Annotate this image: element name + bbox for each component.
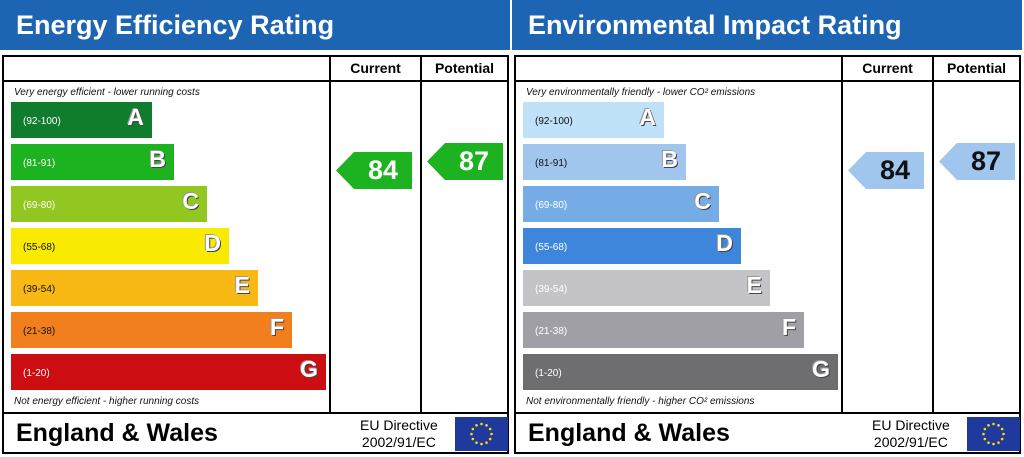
rating-table: Current Potential Very environmentally fri… (514, 55, 1021, 454)
potential-column-divider (932, 57, 934, 412)
band-letter: F (269, 314, 284, 340)
band-range: (92-100) (535, 116, 573, 127)
region-label: England & Wales (528, 419, 730, 447)
band-letter: E (746, 272, 762, 298)
bottom-note: Not energy efficient - higher running co… (14, 396, 200, 407)
column-header-current: Current (350, 60, 401, 76)
potential-rating-arrow: 87 (939, 143, 1015, 180)
environmental-impact-panel: Environmental Impact Rating Current Potent… (512, 0, 1024, 457)
current-column-divider (841, 57, 843, 412)
column-header-potential: Potential (434, 60, 495, 76)
band-bar-c: (69-80) C (523, 186, 719, 222)
current-arrow-shape (336, 152, 412, 189)
bottom-note: Not environmentally friendly - higher CO… (526, 396, 755, 407)
footer-divider (4, 412, 507, 414)
directive-line-2: 2002/91/EC (873, 434, 948, 450)
directive-line-1: EU Directive (872, 417, 950, 433)
band-bar-c: (69-80) C (11, 186, 207, 222)
band-letter: G (300, 356, 318, 382)
band-range: (39-54) (23, 284, 56, 295)
potential-arrow-shape (939, 143, 1015, 180)
directive-line-1: EU Directive (360, 417, 438, 433)
band-letter: D (204, 230, 221, 256)
potential-rating-arrow: 87 (427, 143, 503, 180)
band-letter: C (182, 188, 199, 214)
band-bar-g: (1-20) G (523, 354, 838, 390)
band-bar-d: (55-68) D (523, 228, 741, 264)
column-header-current: Current (862, 60, 913, 76)
top-note: Very energy efficient - lower running co… (14, 87, 200, 98)
band-range: (1-20) (535, 368, 562, 379)
current-rating-value: 84 (879, 155, 911, 185)
band-range: (69-80) (23, 200, 56, 211)
current-rating-arrow: 84 (848, 152, 924, 189)
band-bar-d: (55-68) D (11, 228, 229, 264)
header-divider (516, 80, 1019, 82)
band-letter: A (127, 104, 144, 130)
band-letter: E (234, 272, 250, 298)
band-letter: G (812, 356, 830, 382)
potential-column-divider (420, 57, 422, 412)
chart-title: Environmental Impact Rating (512, 0, 1022, 50)
band-bar-b: (81-91) B (523, 144, 686, 180)
footer-divider (516, 412, 1019, 414)
band-range: (21-38) (535, 326, 568, 337)
current-rating-arrow: 84 (336, 152, 412, 189)
band-range: (1-20) (23, 368, 50, 379)
directive-line-2: 2002/91/EC (361, 434, 436, 450)
potential-rating-value: 87 (458, 146, 490, 176)
band-bar-e: (39-54) E (11, 270, 258, 306)
band-letter: F (781, 314, 796, 340)
top-note: Very environmentally friendly - lower CO… (526, 87, 756, 98)
energy-efficiency-panel: Energy Efficiency Rating Current Potential… (0, 0, 510, 454)
band-range: (21-38) (23, 326, 56, 337)
eu-directive: EU Directive 2002/91/EC (360, 417, 438, 451)
potential-arrow-shape (427, 143, 503, 180)
rating-table: Current Potential Very energy efficient - … (2, 55, 509, 454)
band-range: (92-100) (23, 116, 61, 127)
eu-flag-icon (455, 417, 508, 451)
column-header-potential: Potential (946, 60, 1007, 76)
band-bar-g: (1-20) G (11, 354, 326, 390)
eu-flag-icon (967, 417, 1020, 451)
current-rating-value: 84 (367, 155, 399, 185)
band-range: (39-54) (535, 284, 568, 295)
eu-directive: EU Directive 2002/91/EC (872, 417, 950, 451)
band-range: (55-68) (23, 242, 56, 253)
band-bar-a: (92-100) A (523, 102, 664, 138)
band-bar-a: (92-100) A (11, 102, 152, 138)
band-range: (81-91) (535, 158, 568, 169)
band-letter: B (149, 146, 166, 172)
band-bar-e: (39-54) E (523, 270, 770, 306)
header-divider (4, 80, 507, 82)
region-label: England & Wales (16, 419, 218, 447)
current-column-divider (329, 57, 331, 412)
band-bar-f: (21-38) F (11, 312, 292, 348)
band-letter: D (716, 230, 733, 256)
band-range: (69-80) (535, 200, 568, 211)
potential-rating-value: 87 (970, 146, 1002, 176)
band-letter: C (694, 188, 711, 214)
band-letter: A (639, 104, 656, 130)
current-arrow-shape (848, 152, 924, 189)
band-bar-b: (81-91) B (11, 144, 174, 180)
chart-title: Energy Efficiency Rating (0, 0, 510, 50)
band-range: (81-91) (23, 158, 56, 169)
band-bar-f: (21-38) F (523, 312, 804, 348)
band-letter: B (661, 146, 678, 172)
band-range: (55-68) (535, 242, 568, 253)
